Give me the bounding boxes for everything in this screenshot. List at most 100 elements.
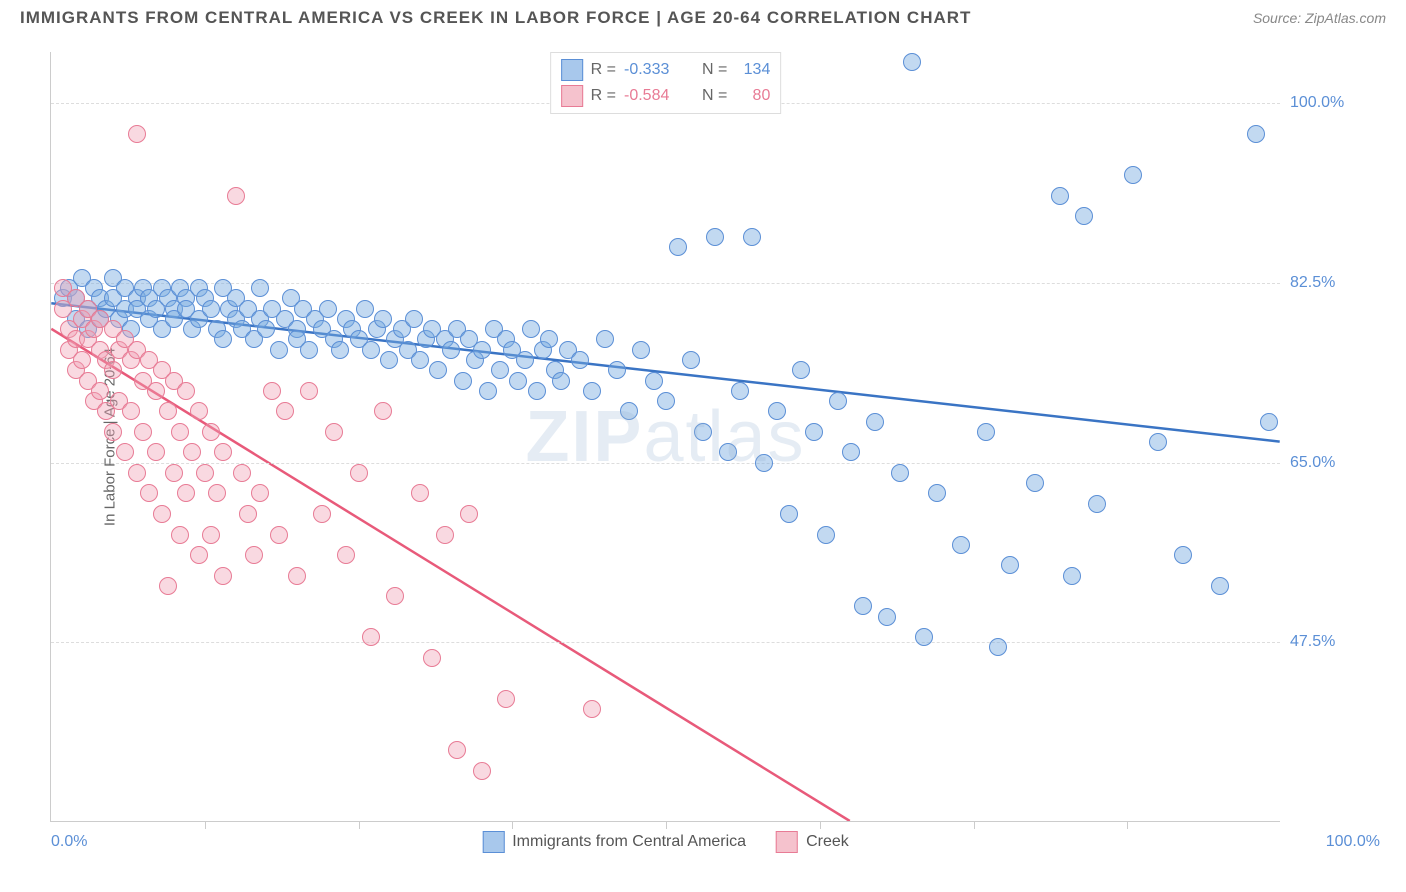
scatter-point <box>620 402 638 420</box>
scatter-point <box>159 577 177 595</box>
scatter-point <box>768 402 786 420</box>
scatter-point <box>817 526 835 544</box>
scatter-point <box>1260 413 1278 431</box>
scatter-point <box>423 649 441 667</box>
scatter-point <box>239 505 257 523</box>
chart-container: ZIPatlas In Labor Force | Age 20-64 R = … <box>0 32 1406 882</box>
scatter-point <box>313 505 331 523</box>
scatter-point <box>270 526 288 544</box>
scatter-point <box>214 567 232 585</box>
scatter-point <box>147 382 165 400</box>
scatter-point <box>411 351 429 369</box>
scatter-point <box>1088 495 1106 513</box>
scatter-point <box>411 484 429 502</box>
scatter-point <box>227 187 245 205</box>
scatter-point <box>251 484 269 502</box>
scatter-point <box>473 762 491 780</box>
scatter-point <box>878 608 896 626</box>
scatter-point <box>214 443 232 461</box>
scatter-point <box>374 310 392 328</box>
scatter-point <box>442 341 460 359</box>
scatter-point <box>405 310 423 328</box>
chart-title: IMMIGRANTS FROM CENTRAL AMERICA VS CREEK… <box>20 8 971 28</box>
scatter-point <box>300 341 318 359</box>
scatter-point <box>497 690 515 708</box>
y-tick-label: 82.5% <box>1290 274 1390 292</box>
scatter-point <box>104 423 122 441</box>
x-axis-max-label: 100.0% <box>1326 833 1380 851</box>
scatter-point <box>657 392 675 410</box>
plot-area: ZIPatlas In Labor Force | Age 20-64 R = … <box>50 52 1280 822</box>
scatter-point <box>134 423 152 441</box>
x-tick <box>512 821 513 829</box>
scatter-point <box>583 382 601 400</box>
scatter-point <box>1063 567 1081 585</box>
scatter-point <box>460 505 478 523</box>
scatter-point <box>202 526 220 544</box>
scatter-point <box>208 484 226 502</box>
scatter-point <box>1247 125 1265 143</box>
scatter-point <box>1211 577 1229 595</box>
scatter-point <box>780 505 798 523</box>
legend-series: Immigrants from Central AmericaCreek <box>482 831 849 853</box>
scatter-point <box>73 351 91 369</box>
legend-swatch <box>776 831 798 853</box>
scatter-point <box>429 361 447 379</box>
legend-swatch <box>561 59 583 81</box>
legend-swatch <box>561 85 583 107</box>
source-label: Source: ZipAtlas.com <box>1253 10 1386 26</box>
scatter-point <box>257 320 275 338</box>
scatter-point <box>903 53 921 71</box>
scatter-point <box>128 464 146 482</box>
scatter-point <box>190 546 208 564</box>
scatter-point <box>1075 207 1093 225</box>
x-tick <box>205 821 206 829</box>
legend-correlation: R = -0.333 N = 134 R = -0.584 N = 80 <box>550 52 782 114</box>
scatter-point <box>491 361 509 379</box>
scatter-point <box>694 423 712 441</box>
scatter-point <box>165 464 183 482</box>
scatter-point <box>915 628 933 646</box>
scatter-point <box>977 423 995 441</box>
scatter-point <box>147 443 165 461</box>
legend-correlation-row: R = -0.333 N = 134 <box>561 57 771 83</box>
scatter-point <box>325 423 343 441</box>
scatter-point <box>245 546 263 564</box>
scatter-point <box>479 382 497 400</box>
scatter-point <box>792 361 810 379</box>
scatter-point <box>288 567 306 585</box>
x-tick <box>359 821 360 829</box>
scatter-point <box>473 341 491 359</box>
x-tick <box>974 821 975 829</box>
scatter-point <box>177 484 195 502</box>
scatter-point <box>356 300 374 318</box>
scatter-point <box>608 361 626 379</box>
scatter-point <box>454 372 472 390</box>
scatter-point <box>755 454 773 472</box>
scatter-point <box>183 443 201 461</box>
trend-lines <box>51 52 1280 821</box>
scatter-point <box>177 382 195 400</box>
grid-line <box>51 283 1280 284</box>
scatter-point <box>552 372 570 390</box>
scatter-point <box>116 443 134 461</box>
scatter-point <box>645 372 663 390</box>
scatter-point <box>140 484 158 502</box>
scatter-point <box>528 382 546 400</box>
scatter-point <box>516 351 534 369</box>
x-axis-min-label: 0.0% <box>51 833 87 851</box>
grid-line <box>51 463 1280 464</box>
scatter-point <box>596 330 614 348</box>
scatter-point <box>171 526 189 544</box>
y-tick-label: 100.0% <box>1290 94 1390 112</box>
scatter-point <box>128 125 146 143</box>
scatter-point <box>190 402 208 420</box>
scatter-point <box>350 464 368 482</box>
scatter-point <box>276 402 294 420</box>
scatter-point <box>362 341 380 359</box>
scatter-point <box>669 238 687 256</box>
scatter-point <box>196 464 214 482</box>
scatter-point <box>1051 187 1069 205</box>
scatter-point <box>842 443 860 461</box>
legend-series-item: Creek <box>776 831 849 853</box>
